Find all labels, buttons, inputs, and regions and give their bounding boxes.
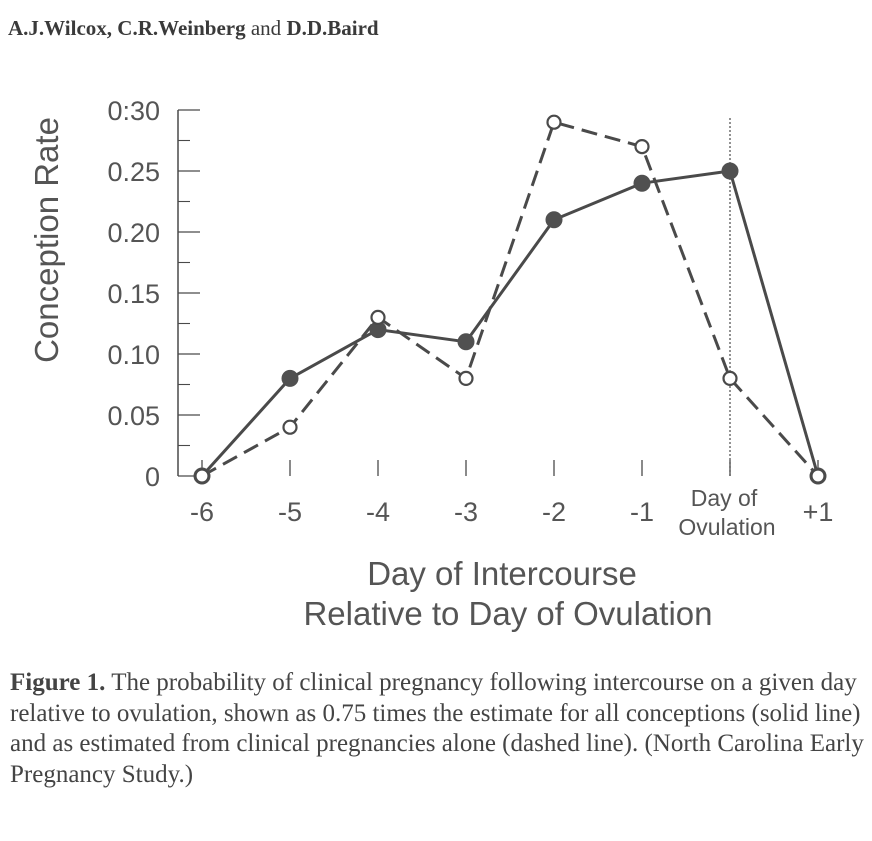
series-dashed-point-3 bbox=[458, 370, 474, 386]
author-wilcox: A.J.Wilcox, bbox=[8, 16, 113, 40]
figure-label: Figure 1. bbox=[10, 669, 106, 696]
chart-axes: 0 0.05 0.10 0.15 0.20 0.25 0:30 -6 -5 -4 -3 -2 -1 +1 bbox=[107, 96, 833, 527]
y-tick-label-5: 0.25 bbox=[107, 157, 160, 187]
figure-caption-text: The probability of clinical pregnancy fo… bbox=[10, 669, 864, 788]
figure-caption: Figure 1. The probability of clinical pr… bbox=[10, 668, 866, 790]
x-tick-label-4: -2 bbox=[542, 497, 566, 527]
author-conjunction: and bbox=[250, 16, 282, 40]
x-tick-label-2: -4 bbox=[366, 497, 390, 527]
series-solid-point-6 bbox=[721, 162, 739, 180]
series-lines bbox=[200, 120, 820, 478]
chart-labels: Conception Rate Day of Intercourse Relat… bbox=[28, 117, 776, 632]
series-dashed-point-6 bbox=[722, 370, 738, 386]
x-tick-label-1: -5 bbox=[278, 497, 302, 527]
y-tick-label-1: 0.05 bbox=[107, 401, 160, 431]
y-tick-label-4: 0.20 bbox=[107, 218, 160, 248]
x-tick-label-0: -6 bbox=[190, 497, 214, 527]
series-dashed-point-5 bbox=[634, 139, 650, 155]
x-tick-label-5: -1 bbox=[630, 497, 654, 527]
ovulation-tick-label-line2: Ovulation bbox=[678, 514, 775, 540]
series-solid-point-5 bbox=[633, 174, 651, 192]
y-tick-label-3: 0.15 bbox=[107, 279, 160, 309]
x-axis-title-line1: Day of Intercourse bbox=[367, 555, 637, 592]
y-tick-label-0: 0 bbox=[145, 462, 160, 492]
series-dashed-point-1 bbox=[282, 419, 298, 435]
authors-header: A.J.Wilcox, C.R.Weinberg and D.D.Baird bbox=[8, 16, 379, 41]
series-dashed-point-4 bbox=[546, 114, 562, 130]
series-solid-point-4 bbox=[545, 211, 563, 229]
series-dashed-point-2 bbox=[370, 309, 386, 325]
series-solid-point-1 bbox=[281, 369, 299, 387]
series-markers bbox=[193, 114, 827, 485]
series-solid-line bbox=[200, 169, 820, 478]
x-tick-label-3: -3 bbox=[454, 497, 478, 527]
x-axis-title-line2: Relative to Day of Ovulation bbox=[303, 595, 712, 632]
conception-rate-chart: 00.050.100.150.200.250:30-6 -5 -4 -3 -2 -1 +1 … bbox=[28, 96, 833, 632]
author-baird: D.D.Baird bbox=[286, 16, 379, 40]
author-weinberg: C.R.Weinberg bbox=[117, 16, 246, 40]
series-dashed-point-7 bbox=[810, 468, 826, 484]
ovulation-tick-label-line1: Day of bbox=[691, 485, 758, 511]
series-dashed-line bbox=[201, 120, 820, 478]
y-axis-title: Conception Rate bbox=[28, 117, 65, 363]
series-solid-point-3 bbox=[457, 333, 475, 351]
series-dashed-point-0 bbox=[194, 468, 210, 484]
x-tick-label-7: +1 bbox=[803, 497, 834, 527]
y-tick-label-6: 0:30 bbox=[107, 96, 160, 126]
y-tick-label-2: 0.10 bbox=[107, 340, 160, 370]
